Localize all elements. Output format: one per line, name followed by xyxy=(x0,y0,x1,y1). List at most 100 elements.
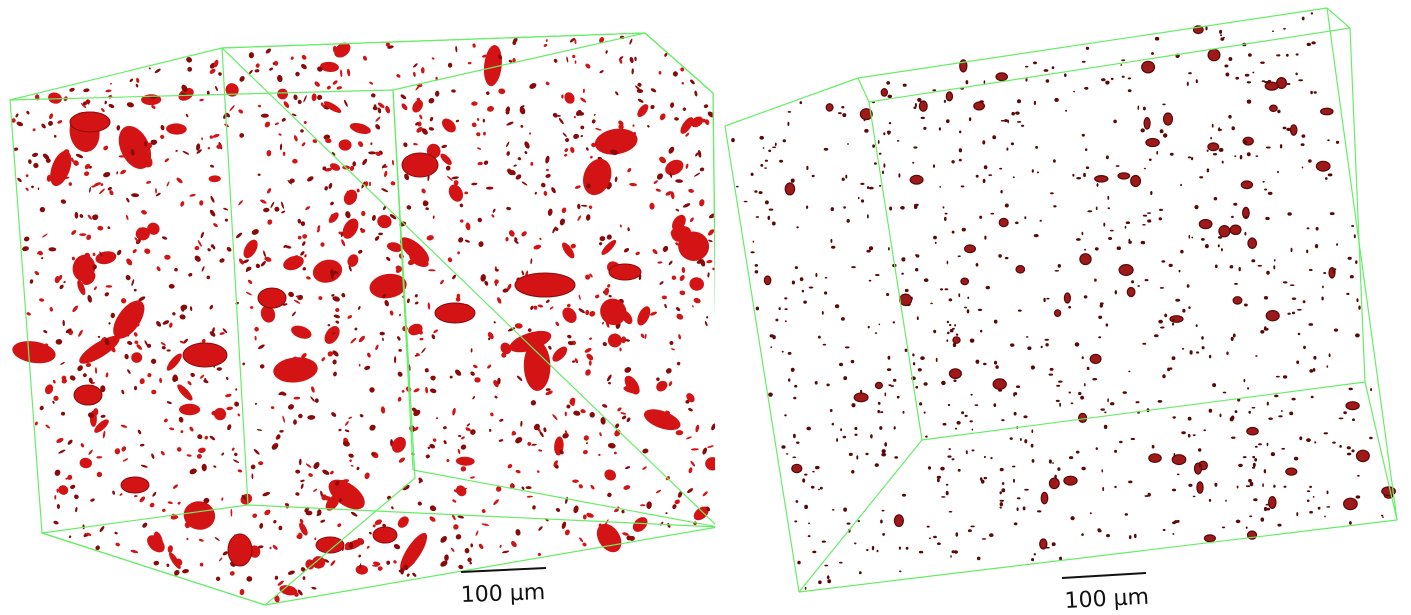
pore-blob xyxy=(44,343,49,348)
pore-blob xyxy=(341,239,346,247)
pore-ring xyxy=(946,320,950,324)
pore-blob xyxy=(278,133,282,136)
pore-blob xyxy=(622,532,629,536)
pore-ring xyxy=(941,496,946,498)
pore-ring xyxy=(954,427,958,430)
pore-ring xyxy=(886,368,892,371)
pore-ring xyxy=(1315,160,1331,172)
pore-blob xyxy=(198,538,204,542)
pore-ring xyxy=(826,383,830,387)
pore-blob xyxy=(582,514,587,520)
pore-blob xyxy=(412,572,417,577)
pore-blob xyxy=(413,388,420,393)
pore-ring xyxy=(1298,79,1304,82)
pore-blob xyxy=(559,218,566,226)
pore-blob xyxy=(60,411,66,416)
pore-blob xyxy=(332,332,336,335)
pore-blob xyxy=(221,452,225,456)
pore-blob xyxy=(180,92,187,95)
pore-ring xyxy=(912,353,915,357)
pore-blob xyxy=(369,387,375,393)
pore-ring xyxy=(992,135,997,140)
pore-ring xyxy=(912,161,915,164)
pore-ring xyxy=(983,80,986,85)
pore-blob xyxy=(573,133,580,139)
pore-ring xyxy=(893,426,896,430)
pore-ring xyxy=(1231,126,1235,131)
pore-ring xyxy=(1130,437,1135,441)
pore-blob xyxy=(237,413,241,417)
pore-ring xyxy=(1306,227,1310,230)
pore-blob xyxy=(141,210,147,215)
pore-blob xyxy=(429,388,437,394)
pore-blob xyxy=(321,357,326,362)
pore-ring xyxy=(904,348,908,352)
pore-ring xyxy=(841,106,845,109)
pore-blob xyxy=(230,508,233,517)
pore-ring xyxy=(846,522,851,525)
pore-blob xyxy=(585,369,591,376)
pore-blob xyxy=(502,288,509,293)
pore-ring xyxy=(804,504,808,510)
pore-blob xyxy=(690,448,699,451)
pore-blob xyxy=(99,251,103,257)
pore-blob xyxy=(551,187,556,194)
pore-blob xyxy=(397,396,402,402)
pore-ring xyxy=(804,473,808,476)
pore-blob xyxy=(595,127,602,131)
pore-ring xyxy=(1233,202,1238,206)
pore-blob xyxy=(144,248,151,254)
pore-ring xyxy=(824,564,828,567)
pore-blob xyxy=(242,362,246,366)
pore-blob xyxy=(114,448,121,455)
pore-blob xyxy=(377,102,385,109)
pore-blob xyxy=(389,310,394,316)
pore-ring xyxy=(1010,142,1014,146)
pore-ring xyxy=(1229,224,1242,236)
pore-ring xyxy=(1205,26,1208,31)
pore-blob xyxy=(348,265,352,272)
pore-blob xyxy=(414,426,419,431)
pore-ring xyxy=(1369,436,1373,440)
pore-blob xyxy=(264,121,271,128)
pore-ring xyxy=(821,311,824,315)
pore-blob xyxy=(656,173,664,180)
pore-blob xyxy=(210,244,215,248)
pore-blob xyxy=(573,116,577,119)
pore-ring xyxy=(1327,139,1330,142)
pore-blob xyxy=(104,338,110,346)
pore-blob xyxy=(589,337,593,340)
pore-blob xyxy=(434,90,440,97)
pore-blob xyxy=(706,316,709,319)
pore-blob xyxy=(113,300,145,339)
pore-ring xyxy=(1036,171,1039,174)
pore-ring xyxy=(970,525,975,528)
pore-ring xyxy=(1137,105,1140,110)
pore-blob xyxy=(620,412,627,415)
pore-blob xyxy=(400,94,407,100)
pore-blob xyxy=(302,234,308,239)
pore-blob xyxy=(599,70,604,74)
pore-blob xyxy=(282,151,286,156)
pore-ring xyxy=(1226,351,1229,355)
pore-ring xyxy=(975,359,980,364)
pore-blob xyxy=(115,542,120,547)
pore-ring xyxy=(915,385,919,389)
pore-blob xyxy=(101,108,105,113)
pore-ring xyxy=(845,174,848,179)
pore-ring xyxy=(839,362,843,367)
pore-blob xyxy=(652,249,658,255)
pore-blob xyxy=(585,214,591,221)
pore-ring xyxy=(1273,484,1276,488)
pore-blob xyxy=(599,37,605,43)
pore-blob xyxy=(146,343,152,348)
pore-cluster-large xyxy=(120,476,150,494)
pore-blob xyxy=(75,507,78,513)
pore-blob xyxy=(521,270,525,276)
pore-blob xyxy=(429,505,437,512)
scale-bar-line xyxy=(1061,572,1147,579)
pore-blob xyxy=(356,466,360,471)
pore-ring xyxy=(1251,466,1256,469)
pore-ring xyxy=(1221,160,1224,164)
pore-blob xyxy=(281,210,286,214)
